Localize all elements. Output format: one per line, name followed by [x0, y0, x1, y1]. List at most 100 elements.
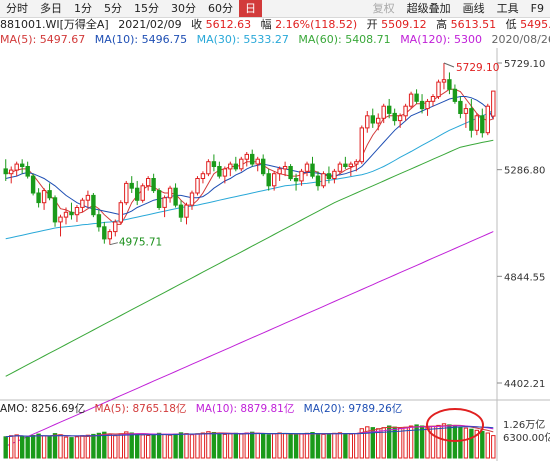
tab-period-6[interactable]: 60分 — [208, 2, 233, 15]
kline-chart[interactable]: 5729.10 5286.80 4844.55 4402.21 5729.10 4975.… — [0, 48, 550, 461]
candle-body-27 — [151, 178, 156, 192]
index-code: 881001.WI[万得全A] — [0, 18, 109, 31]
ma120-value: MA(120): 5300 — [400, 33, 482, 46]
candle-body-24 — [135, 187, 140, 201]
volume-bar-60 — [332, 432, 337, 459]
candle-body-74 — [408, 93, 414, 107]
volume-bar-42 — [233, 432, 239, 459]
tab-period-0[interactable]: 分时 — [6, 2, 28, 15]
volume-bar-3 — [20, 435, 25, 459]
candle-body-65 — [359, 127, 365, 163]
ma-legend-bar: MA(5): 5497.67 MA(10): 5496.75 MA(30): 5… — [0, 33, 550, 47]
candle-body-50 — [277, 168, 282, 175]
candle-body-55 — [304, 163, 310, 172]
volume-bar-51 — [282, 433, 288, 459]
volume-bar-43 — [239, 433, 244, 459]
candle-body-39 — [217, 166, 222, 177]
tab-period-2[interactable]: 1分 — [74, 2, 92, 15]
volume-bar-16 — [91, 433, 96, 459]
candle-body-66 — [365, 115, 370, 129]
vol-ma5-value: MA(5): 8765.18亿 — [94, 403, 187, 415]
candle-body-63 — [348, 163, 354, 167]
volume-bar-14 — [80, 435, 85, 459]
candle-body-25 — [140, 185, 145, 201]
quote-date: 2021/02/09 — [118, 18, 182, 31]
volume-axis-label-1: 6300.00亿 — [503, 431, 550, 444]
ma-line-3 — [5, 139, 494, 377]
candle-body-21 — [118, 202, 123, 223]
price-axis-label-0: 5729.10 — [504, 59, 545, 70]
volume-bar-38 — [211, 432, 217, 459]
candle-body-0 — [3, 168, 8, 175]
price-axis-label-2: 4844.55 — [504, 272, 545, 283]
volume-bar-22 — [124, 431, 129, 459]
period-tabs: 分时 多日 1分 5分 15分 30分 60分日 — [0, 0, 262, 17]
candle-body-82 — [452, 88, 458, 102]
volume-bar-13 — [74, 436, 80, 459]
period-toolbar: 分时 多日 1分 5分 15分 30分 60分日 复权 超级叠加 画线 工具 F9 — [0, 0, 550, 18]
candle-body-88 — [485, 105, 491, 134]
volume-bar-49 — [272, 433, 277, 459]
high-label: 高 — [436, 18, 448, 31]
toolbar-item-3[interactable]: 工具 — [496, 2, 519, 15]
change-label: 幅 — [260, 18, 272, 31]
tab-period-4[interactable]: 15分 — [134, 2, 159, 15]
tab-period-7[interactable]: 日 — [239, 0, 262, 17]
candle-body-61 — [337, 163, 343, 172]
tab-period-1[interactable]: 多日 — [40, 2, 62, 15]
volume-bar-28 — [156, 432, 162, 459]
candle-body-81 — [447, 79, 452, 90]
toolbar-item-0[interactable]: 复权 — [372, 2, 395, 15]
candle-body-33 — [184, 204, 189, 218]
volume-bar-83 — [458, 426, 463, 459]
volume-bar-5 — [30, 435, 36, 459]
candle-body-6 — [36, 192, 41, 204]
candle-body-84 — [463, 108, 469, 114]
candle-body-47 — [261, 158, 266, 175]
candle-body-68 — [376, 117, 381, 124]
candle-body-78 — [430, 96, 436, 102]
volume-bar-54 — [299, 433, 304, 459]
candle-body-36 — [200, 173, 206, 179]
candle-body-35 — [195, 178, 200, 194]
quote-info-bar: 881001.WI[万得全A] 2021/02/09 收 5612.63 幅 2… — [0, 17, 550, 32]
candle-body-86 — [474, 115, 480, 131]
candle-body-13 — [74, 207, 80, 216]
volume-bar-86 — [474, 429, 480, 459]
candle-body-41 — [228, 163, 233, 170]
volume-bar-66 — [365, 426, 370, 459]
volume-bar-8 — [47, 436, 52, 459]
high-value: 5613.51 — [450, 18, 497, 31]
toolbar-tools: 复权 超级叠加 画线 工具 F9 — [367, 0, 550, 17]
open-label: 开 — [366, 18, 378, 31]
volume-bar-87 — [480, 430, 485, 459]
volume-bar-4 — [25, 436, 30, 459]
candle-body-45 — [250, 153, 255, 165]
candle-body-37 — [206, 161, 211, 175]
change-value: 2.16%(118.52) — [275, 18, 358, 31]
toolbar-item-4[interactable]: F9 — [530, 2, 544, 15]
volume-bar-25 — [140, 434, 145, 459]
candle-body-77 — [425, 100, 430, 110]
volume-bar-61 — [337, 432, 343, 459]
toolbar-item-2[interactable]: 画线 — [462, 2, 485, 15]
volume-bar-30 — [167, 434, 173, 459]
volume-bar-19 — [107, 433, 112, 459]
candle-body-43 — [239, 158, 244, 170]
volume-bar-24 — [135, 433, 140, 459]
price-axis-label-3: 4402.21 — [504, 379, 545, 390]
volume-bar-23 — [129, 432, 134, 459]
tab-period-3[interactable]: 5分 — [104, 2, 122, 15]
volume-bar-56 — [310, 432, 315, 459]
volume-bar-31 — [173, 433, 178, 459]
toolbar-item-1[interactable]: 超级叠加 — [406, 2, 451, 15]
volume-bar-35 — [195, 433, 200, 459]
candle-body-87 — [480, 115, 485, 134]
candle-body-29 — [162, 197, 167, 208]
volume-bar-63 — [348, 433, 354, 459]
tab-period-5[interactable]: 30分 — [171, 2, 196, 15]
candle-body-69 — [381, 105, 386, 119]
candle-body-12 — [69, 211, 74, 216]
candle-body-58 — [321, 173, 326, 187]
volume-bar-12 — [69, 437, 74, 459]
